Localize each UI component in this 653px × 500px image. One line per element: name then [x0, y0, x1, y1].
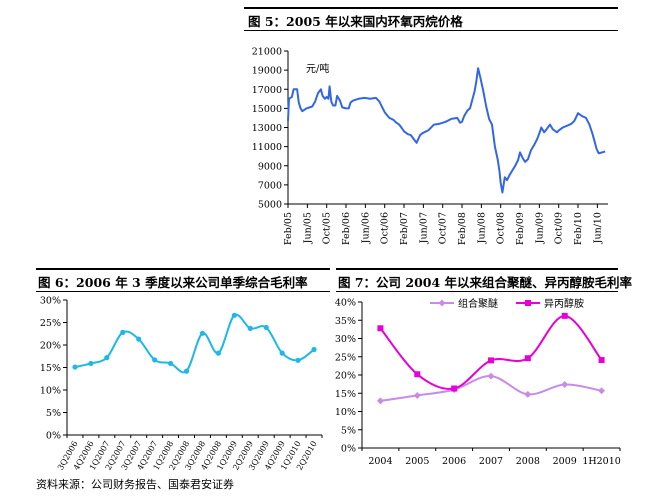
fig5-x-tick-label: Feb/08	[457, 212, 468, 245]
fig5-y-tick-label: 7000	[258, 180, 282, 191]
fig7-y-tick-label: 30%	[335, 334, 356, 345]
fig5-x-tick-label: Oct/06	[380, 212, 391, 244]
fig7-point-square	[414, 371, 421, 378]
fig7-y-tick-label: 25%	[335, 352, 356, 363]
fig5-y-tick-label: 17000	[252, 85, 282, 96]
fig6-title: 图 6：2006 年 3 季度以来公司单季综合毛利率	[38, 275, 308, 290]
fig7-point-square	[488, 357, 494, 364]
source-note: 资料来源：公司财务报告、国泰君安证券	[36, 478, 234, 491]
fig5-y-unit: 元/吨	[306, 62, 329, 75]
fig7-y-tick-label: 20%	[335, 371, 356, 382]
fig6-point	[183, 368, 190, 374]
fig7-x-tick-label: 2004	[368, 456, 392, 467]
fig7-x-tick-label: 2008	[516, 456, 540, 467]
fig7-x-tick-label: 2005	[405, 456, 429, 467]
fig7-point-square	[377, 325, 384, 332]
fig7-point-diamond	[376, 397, 384, 405]
fig5-y-tick-label: 15000	[252, 104, 282, 115]
fig7-x-tick-label: 2006	[442, 456, 466, 467]
fig7-y-tick-label: 15%	[335, 389, 356, 400]
fig5-x-tick-label: Oct/07	[438, 212, 449, 244]
fig7-point-square	[451, 385, 458, 392]
fig6-y-tick-label: 0%	[46, 431, 61, 442]
fig7-y-tick-label: 10%	[335, 407, 356, 418]
fig6-point	[120, 329, 126, 335]
fig7-y-tick-label: 35%	[335, 316, 356, 327]
fig5-x-tick-label: Feb/07	[399, 212, 410, 245]
fig5-y-tick-label: 21000	[252, 47, 282, 58]
fig7-y-tick-label: 40%	[335, 298, 356, 309]
fig5-x-tick-label: Jun/05	[302, 212, 313, 244]
fig7-point-diamond	[524, 390, 532, 398]
fig7-top-rule	[336, 268, 618, 270]
fig7-point-diamond	[487, 372, 495, 380]
fig5-x-tick-label: Oct/09	[554, 212, 565, 244]
fig6-point	[152, 357, 158, 363]
fig6-y-tick-label: 30%	[40, 296, 61, 307]
fig7-x-tick-label: 2009	[553, 456, 577, 467]
fig5-y-tick-label: 5000	[258, 200, 282, 211]
fig6-point	[167, 360, 174, 367]
fig6-point	[295, 357, 301, 363]
fig7-point-diamond	[561, 380, 569, 388]
fig7-x-tick-label: 2007	[479, 456, 503, 467]
fig6-title-rule	[36, 291, 330, 292]
fig5-x-tick-label: Jun/10	[592, 212, 603, 244]
fig6-point	[311, 346, 317, 353]
fig6-top-rule	[36, 268, 330, 270]
fig6-y-tick-label: 15%	[40, 363, 61, 374]
fig5-title-rule	[244, 30, 618, 31]
fig7-legend-marker	[525, 300, 531, 306]
fig5-y-tick-label: 9000	[258, 161, 282, 172]
fig5-y-tick-label: 11000	[252, 142, 282, 153]
fig5-title: 图 5：2005 年以来国内环氧丙烷价格	[248, 14, 463, 29]
fig6-point	[231, 312, 237, 318]
fig7-point-square	[524, 355, 531, 362]
fig6-point	[136, 336, 142, 342]
fig6-y-tick-label: 25%	[40, 318, 61, 329]
fig5-price-line	[287, 67, 606, 194]
fig5-top-rule	[244, 7, 618, 9]
fig5-x-tick-label: Oct/08	[496, 212, 507, 244]
fig7-point-diamond	[413, 391, 421, 399]
fig5-x-tick-label: Oct/05	[322, 212, 333, 244]
fig6-point	[199, 330, 206, 336]
fig7-legend-label: 组合聚醚	[458, 297, 498, 310]
fig6-margin-line	[74, 313, 315, 374]
fig7-point-square	[561, 312, 568, 319]
fig7-title: 图 7：公司 2004 年以来组合聚醚、异丙醇胺毛利率	[338, 275, 633, 290]
fig5-x-tick-label: Jun/06	[360, 212, 371, 244]
fig7-legend-marker	[438, 299, 446, 307]
fig7-title-rule	[336, 291, 618, 292]
fig5-x-tick-label: Jun/07	[418, 212, 429, 244]
fig6-y-tick-label: 20%	[40, 341, 61, 352]
fig7-point-square	[598, 357, 605, 364]
fig6-point	[88, 360, 94, 367]
fig6-y-tick-label: 5%	[46, 408, 61, 419]
fig6-point	[104, 355, 110, 361]
fig7-x-tick-label: 1H2010	[582, 456, 621, 467]
fig7-y-tick-label: 5%	[341, 425, 356, 436]
fig5-x-tick-label: Feb/09	[515, 212, 526, 245]
fig6-point	[72, 364, 78, 370]
fig7-point-diamond	[598, 387, 606, 395]
fig5-x-tick-label: Feb/06	[341, 212, 352, 245]
fig5-x-tick-label: Jun/09	[534, 212, 545, 244]
fig6-point	[215, 350, 222, 356]
fig5-x-tick-label: Feb/10	[573, 212, 584, 245]
fig6-point	[247, 325, 253, 331]
fig5-y-tick-label: 19000	[252, 66, 282, 77]
fig6-point	[279, 350, 285, 356]
fig7-legend-label: 异丙醇胺	[544, 297, 584, 310]
fig7-y-tick-label: 0%	[341, 444, 356, 455]
fig6-y-tick-label: 10%	[40, 386, 61, 397]
fig5-x-tick-label: Jun/08	[476, 212, 487, 244]
fig5-y-tick-label: 13000	[252, 123, 282, 134]
fig5-x-tick-label: Feb/05	[283, 212, 294, 245]
fig7-series-line	[380, 375, 602, 402]
fig6-point	[263, 324, 269, 331]
